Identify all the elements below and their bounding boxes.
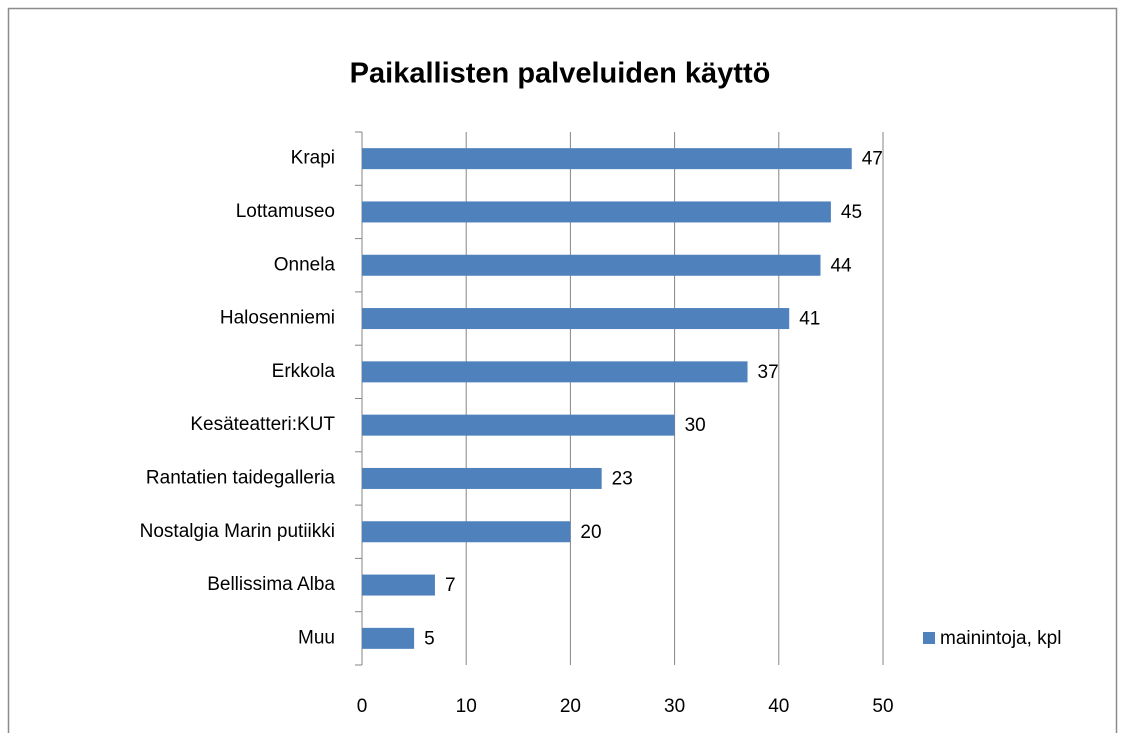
bar bbox=[362, 361, 748, 383]
y-tick-label: Erkkola bbox=[272, 361, 336, 382]
x-tick-label: 10 bbox=[456, 696, 477, 717]
y-tick-label: Kesäteatteri:KUT bbox=[190, 414, 335, 435]
x-tick-label: 20 bbox=[560, 696, 581, 717]
data-label: 41 bbox=[799, 309, 820, 330]
data-label: 5 bbox=[424, 628, 435, 649]
y-tick-label: Bellissima Alba bbox=[207, 574, 335, 595]
data-label: 37 bbox=[758, 362, 779, 383]
bar bbox=[362, 254, 821, 276]
y-tick-label: Halosenniemi bbox=[220, 308, 335, 329]
legend-label: mainintoja, kpl bbox=[940, 628, 1061, 649]
bar bbox=[362, 467, 602, 489]
y-tick-label: Krapi bbox=[291, 148, 335, 169]
bar bbox=[362, 414, 675, 436]
y-tick-label: Onnela bbox=[274, 254, 336, 275]
bar bbox=[362, 201, 831, 223]
y-tick-label: Lottamuseo bbox=[236, 201, 335, 222]
bar bbox=[362, 148, 852, 170]
x-tick-label: 0 bbox=[357, 696, 368, 717]
y-tick-label: Muu bbox=[298, 627, 335, 648]
data-label: 44 bbox=[830, 255, 852, 276]
y-tick-label: Nostalgia Marin putiikki bbox=[140, 521, 335, 542]
data-label: 47 bbox=[862, 149, 883, 170]
x-tick-label: 30 bbox=[664, 696, 685, 717]
y-tick-label: Rantatien taidegalleria bbox=[146, 467, 336, 488]
chart-border bbox=[7, 7, 1118, 733]
bar bbox=[362, 574, 435, 596]
x-tick-label: 40 bbox=[768, 696, 789, 717]
data-label: 20 bbox=[580, 522, 601, 543]
bar bbox=[362, 627, 415, 649]
data-label: 30 bbox=[685, 415, 706, 436]
data-label: 45 bbox=[841, 202, 862, 223]
data-label: 7 bbox=[445, 575, 456, 596]
chart-title: Paikallisten palveluiden käyttö bbox=[350, 58, 771, 90]
bar bbox=[362, 521, 571, 543]
bar bbox=[362, 308, 790, 330]
data-label: 23 bbox=[612, 468, 633, 489]
legend-swatch bbox=[923, 632, 935, 644]
x-tick-label: 50 bbox=[872, 696, 893, 717]
